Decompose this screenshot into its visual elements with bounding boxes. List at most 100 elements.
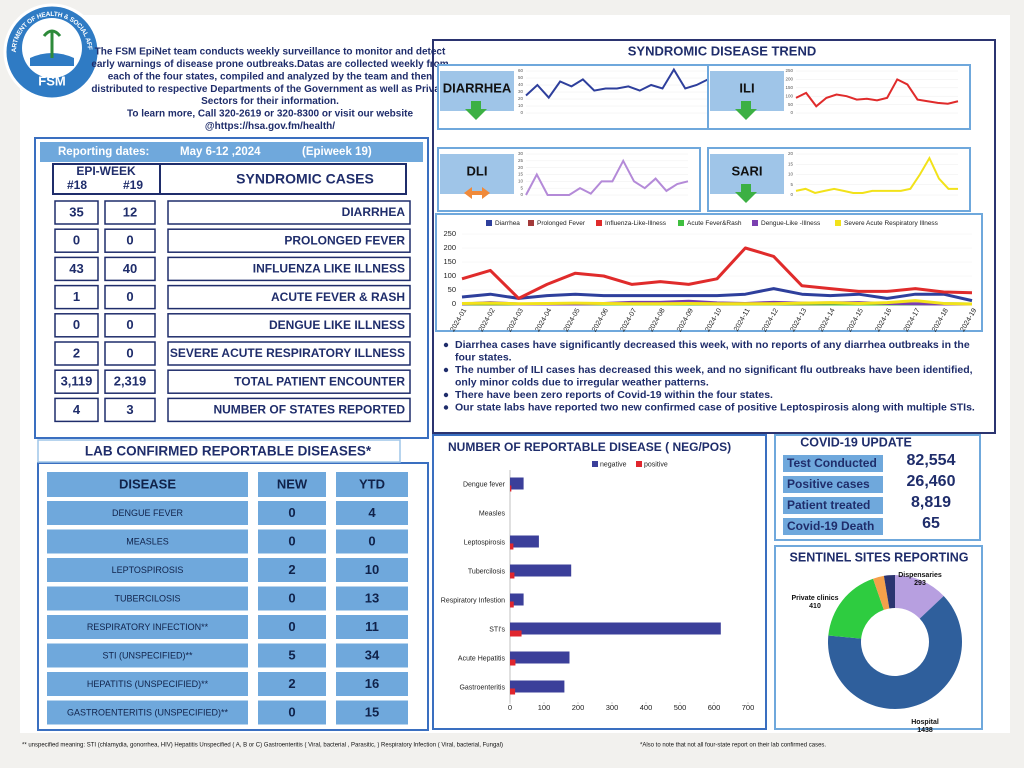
lab-header-cell [47,472,248,497]
bar [510,564,572,577]
lab-count: 0 [288,505,295,520]
week-b-value: 0 [126,289,133,304]
cell [104,256,156,282]
cell [54,369,99,394]
epi-week-box [52,163,161,195]
logo-palm [42,29,62,58]
x-tick-label: 0 [508,703,512,712]
lab-cell [258,586,326,611]
slice-label: Private clinics [791,595,838,602]
lab-header-cell [336,472,408,497]
cell [167,200,411,225]
mini-line [795,78,959,108]
y-tick-label: 200 [785,77,793,82]
mini-title: SARI [731,163,762,178]
lab-cell [336,615,408,639]
legend-swatch [752,220,758,226]
bar [510,572,515,579]
lab-cell [47,615,248,639]
week-a: #18 [67,178,87,192]
week-b-value: 2,319 [114,374,147,389]
cell [104,341,156,366]
category-label: Gastroenteritis [459,684,505,691]
footnote: *Also to note that not all four-state re… [640,743,826,749]
trend-line [461,246,973,300]
covid-label-box [783,497,883,514]
y-tick-label: 15 [518,172,524,177]
y-tick-label: 10 [518,179,524,184]
cell [104,200,156,225]
bar [510,622,721,635]
lab-cell [258,700,326,725]
cell [104,228,156,253]
lab-cell [336,672,408,696]
covid-label-box [783,476,883,493]
case-name: NUMBER OF STATES REPORTED [213,403,405,417]
lab-count: 5 [288,647,295,662]
cell [167,284,411,310]
bar [510,630,522,637]
lab-cell [47,672,248,696]
week-a-value: 3,119 [61,374,93,389]
donut-slice [828,596,962,709]
lab-cell [258,501,326,525]
bar [510,688,516,695]
cell [167,369,411,394]
y-tick-label: 0 [790,192,793,197]
case-name: INFLUENZA LIKE ILLNESS [253,262,405,276]
cell [104,284,156,310]
y-tick-label: 250 [443,229,456,238]
lab-count: 11 [365,619,379,634]
legend-swatch [486,220,492,226]
covid-title: COVID-19 UPDATE [800,435,912,449]
bar [510,659,516,666]
lab-count: 0 [288,533,295,548]
category-label: Measles [479,510,506,517]
lab-cell [47,643,248,668]
week-a-value: 0 [73,233,80,248]
bar [510,535,539,548]
x-tick-label: 400 [640,703,653,712]
lab-count: 13 [365,590,379,605]
mini-line [525,67,709,100]
category-label: Leptospirosis [464,539,506,546]
lab-cell [336,529,408,554]
lab-disease: GASTROENTERITIS (UNSPECIFIED)** [67,707,229,717]
slice-value: 293 [914,580,926,587]
y-tick-label: 150 [785,85,793,90]
cell [167,397,411,423]
reporting-bar [40,142,423,162]
covid-label: Positive cases [787,477,870,491]
x-tick-label: 500 [674,703,687,712]
y-tick-label: 100 [785,93,793,98]
legend-swatch [528,220,534,226]
mini-title: ILI [739,80,754,95]
lab-disease: DENGUE FEVER [112,508,184,518]
lab-cell [47,501,248,525]
lab-header: DISEASE [119,476,176,491]
donut-slice [873,575,890,610]
covid-label-box [783,455,883,472]
y-tick-label: 0 [452,299,456,308]
week-b-value: 0 [126,345,133,360]
lab-cell [336,558,408,582]
donut-slice [828,578,884,639]
intro-line: each of the four states, compiled and an… [108,71,433,82]
covid-value: 26,460 [907,473,956,490]
lab-cell [47,529,248,554]
lab-disease: LEPTOSPIROSIS [112,565,184,575]
cell [54,228,99,253]
case-name: ACUTE FEVER & RASH [271,290,405,304]
y-tick-label: 60 [518,68,524,73]
lab-header: YTD [359,476,385,491]
bullet [443,392,449,398]
bar [510,651,570,664]
cell [104,397,156,423]
lab-count: 0 [288,704,295,719]
intro-line: To learn more, Call 320-2619 or 320-8300… [127,109,413,120]
lab-cell [258,558,326,582]
intro-line: @https://hsa.gov.fm/health/ [205,121,335,132]
bullet [443,367,449,373]
